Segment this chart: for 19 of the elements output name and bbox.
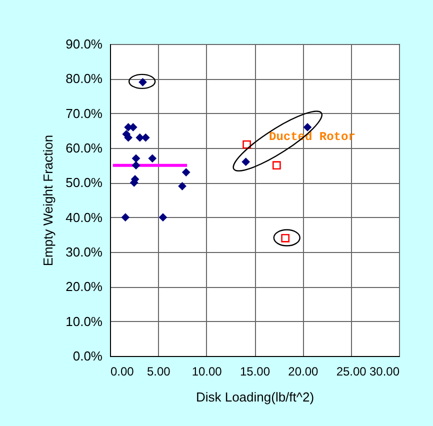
x-tick-label: 10.00: [192, 364, 222, 378]
y-tick-label: 40.0%: [66, 210, 103, 225]
x-tick-label: 25.00: [336, 364, 367, 378]
y-tick-label: 0.0%: [72, 348, 103, 364]
y-tick-label: 90.0%: [66, 36, 103, 52]
x-tick-label: 30.00: [369, 364, 400, 378]
y-tick-label: 60.0%: [66, 140, 103, 156]
y-tick-label: 10.0%: [66, 314, 103, 329]
x-tick-label: 0.00: [110, 364, 134, 378]
x-axis-title: Disk Loading(lb/ft^2): [196, 390, 314, 404]
y-tick-label: 30.0%: [66, 244, 103, 260]
y-tick-label: 80.0%: [66, 71, 103, 86]
x-tick-label: 20.00: [288, 364, 319, 378]
x-tick-label: 15.00: [240, 364, 270, 378]
x-tick-label: 5.00: [146, 364, 171, 378]
y-axis-title: Empty Weight Fraction: [40, 134, 56, 266]
y-tick-label: 70.0%: [66, 106, 103, 121]
y-tick-label: 20.0%: [66, 279, 103, 294]
y-tick-label: 50.0%: [66, 175, 103, 190]
